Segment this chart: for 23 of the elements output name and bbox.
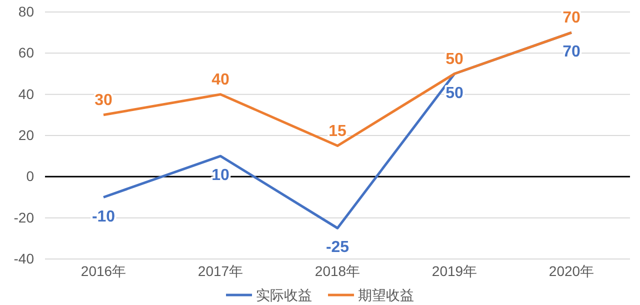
data-label: 30 [94,92,112,109]
legend-label: 实际收益 [256,287,312,303]
data-label: 50 [446,50,464,68]
data-label: 50 [446,84,464,102]
x-tick-label: 2018年 [314,262,360,279]
x-tick-label: 2020年 [548,262,594,279]
data-label: -10 [92,208,116,226]
legend-label: 期望收益 [358,287,414,303]
x-tick-label: 2017年 [198,262,244,279]
x-tick-label: 2016年 [80,262,126,279]
y-tick-label: 0 [26,168,34,184]
y-tick-label: 80 [18,3,34,20]
y-tick-label: -40 [14,250,34,266]
y-tick-label: 20 [18,126,34,143]
data-label: 70 [562,44,580,61]
data-label: -25 [326,239,350,256]
y-tick-label: 40 [18,86,34,102]
x-tick-label: 2019年 [432,262,478,279]
data-label: 70 [562,10,580,27]
data-label: 15 [328,122,346,140]
y-tick-label: -20 [14,209,34,226]
y-tick-label: 60 [18,44,34,61]
data-label: 40 [212,71,230,88]
